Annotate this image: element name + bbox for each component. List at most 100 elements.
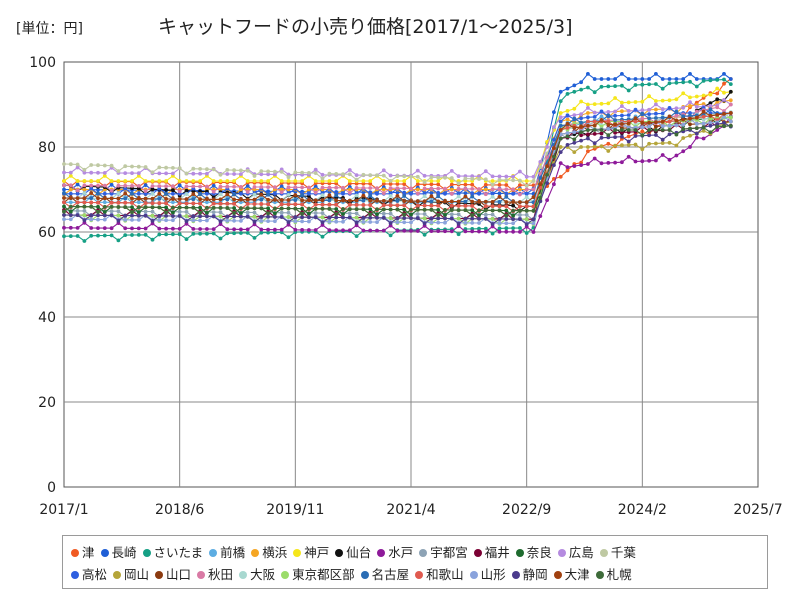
series-marker xyxy=(436,216,441,221)
series-marker xyxy=(715,113,720,117)
series-marker xyxy=(606,133,611,138)
x-tick-label: 2017/1 xyxy=(39,502,88,518)
series-marker xyxy=(674,106,679,111)
series-marker xyxy=(293,219,298,224)
series-marker xyxy=(361,172,366,177)
series-marker xyxy=(252,236,257,240)
series-marker xyxy=(531,208,536,213)
y-tick-label: 0 xyxy=(47,480,56,496)
series-marker xyxy=(415,229,420,233)
series-marker xyxy=(266,192,270,197)
series-marker xyxy=(565,113,570,118)
legend-label: 前橋 xyxy=(220,545,246,560)
legend-item: 秋田 xyxy=(197,564,233,583)
series-marker xyxy=(150,201,155,206)
series-marker xyxy=(381,191,386,196)
series-marker xyxy=(334,179,339,183)
series-marker xyxy=(381,203,386,208)
series-marker xyxy=(429,216,434,221)
series-marker xyxy=(198,179,203,183)
series-marker xyxy=(164,214,169,218)
legend-label: 広島 xyxy=(568,545,594,560)
series-marker xyxy=(715,78,720,82)
series-marker xyxy=(654,133,658,137)
series-marker xyxy=(579,138,583,143)
series-marker xyxy=(436,220,441,225)
series-marker xyxy=(429,186,434,191)
legend-item: 大津 xyxy=(553,564,590,583)
series-marker xyxy=(341,191,345,196)
series-marker xyxy=(701,121,706,126)
series-marker xyxy=(497,204,502,209)
series-marker xyxy=(205,197,209,202)
series-marker xyxy=(463,187,468,191)
series-marker xyxy=(259,202,264,206)
legend-label: 仙台 xyxy=(346,545,372,560)
series-marker xyxy=(538,160,543,164)
series-marker xyxy=(123,186,128,191)
series-marker xyxy=(443,213,447,217)
series-marker xyxy=(681,80,686,85)
series-marker xyxy=(511,213,515,218)
series-marker xyxy=(518,183,522,188)
series-marker xyxy=(443,191,447,196)
series-marker xyxy=(171,171,175,176)
series-marker xyxy=(572,106,577,111)
series-marker xyxy=(402,182,407,187)
series-marker xyxy=(184,179,189,183)
legend-item: 山形 xyxy=(469,564,506,583)
series-marker xyxy=(89,226,94,230)
series-marker xyxy=(109,200,114,205)
series-marker xyxy=(218,206,223,210)
series-marker xyxy=(708,107,713,112)
series-marker xyxy=(674,143,679,148)
legend-label: 横浜 xyxy=(262,545,288,560)
series-marker xyxy=(640,159,645,164)
series-marker xyxy=(177,189,182,194)
series-marker xyxy=(327,185,332,190)
series-marker xyxy=(381,216,386,220)
series-marker xyxy=(245,179,250,183)
series-marker xyxy=(694,115,699,120)
series-marker xyxy=(449,216,454,221)
series-marker xyxy=(667,106,672,110)
legend-item: 神戸 xyxy=(293,542,329,561)
series-marker xyxy=(633,83,638,87)
series-marker xyxy=(266,211,270,216)
series-marker xyxy=(225,179,230,183)
series-marker xyxy=(184,188,189,193)
series-marker xyxy=(191,232,196,236)
series-marker xyxy=(191,205,196,210)
series-marker xyxy=(477,187,481,191)
series-marker xyxy=(150,213,155,218)
series-marker xyxy=(320,185,325,190)
series-marker xyxy=(701,109,706,114)
series-marker xyxy=(538,176,543,180)
series-marker xyxy=(381,182,386,186)
series-marker xyxy=(239,227,243,232)
series-marker xyxy=(415,199,420,204)
series-marker xyxy=(381,187,386,192)
series-marker xyxy=(511,229,515,234)
series-marker xyxy=(402,199,407,204)
series-marker xyxy=(483,226,488,231)
series-marker xyxy=(511,221,515,226)
series-marker xyxy=(511,200,515,205)
series-marker xyxy=(654,116,658,120)
series-marker xyxy=(252,197,257,202)
series-marker xyxy=(266,227,270,232)
series-marker xyxy=(368,212,373,217)
series-marker xyxy=(130,171,134,176)
series-marker xyxy=(320,202,325,207)
legend-label: 宇都宮 xyxy=(430,545,468,560)
series-marker xyxy=(157,171,162,176)
series-marker xyxy=(708,123,713,128)
series-marker xyxy=(313,211,318,215)
series-marker xyxy=(463,221,468,225)
series-marker xyxy=(518,178,522,183)
series-marker xyxy=(660,124,665,128)
series-marker xyxy=(361,228,366,233)
series-marker xyxy=(232,231,237,236)
series-marker xyxy=(239,200,243,205)
series-marker xyxy=(89,179,94,183)
